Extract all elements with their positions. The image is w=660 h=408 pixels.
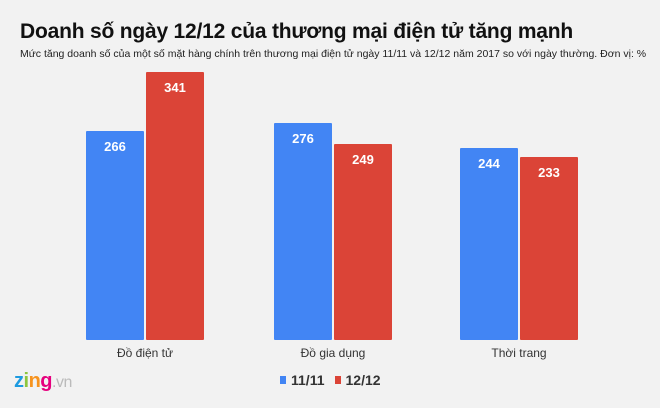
category-label: Đồ gia dụng — [300, 346, 366, 360]
bar-value-label: 244 — [478, 156, 500, 171]
bar-12-12-2: 233 — [520, 157, 578, 340]
legend-label: 11/11 — [291, 372, 325, 388]
bar-value-label: 266 — [104, 139, 126, 154]
bar-value-label: 341 — [164, 80, 186, 95]
bar-12-12-1: 249 — [334, 144, 392, 340]
legend-item-1111[interactable]: 11/11 — [280, 372, 325, 388]
bar-11-11-1: 276 — [274, 123, 332, 340]
zing-logo: zing.vn — [14, 370, 72, 392]
legend: 11/11 12/12 — [280, 372, 391, 388]
bar-11-11-0: 266 — [86, 131, 144, 340]
bar-value-label: 233 — [538, 165, 560, 180]
bar-value-label: 276 — [292, 131, 314, 146]
chart-title: Doanh số ngày 12/12 của thương mại điện … — [20, 20, 574, 43]
bar-value-label: 249 — [352, 152, 374, 167]
legend-swatch-red — [334, 376, 341, 384]
category-label: Thời trang — [491, 346, 547, 360]
category-label: Đồ điện tử — [116, 346, 174, 360]
legend-item-1212[interactable]: 12/12 — [334, 372, 381, 388]
bar-12-12-0: 341 — [146, 72, 204, 340]
bar-11-11-2: 244 — [460, 148, 518, 340]
legend-swatch-blue — [280, 376, 286, 384]
chart-subtitle: Mức tăng doanh số của một số mặt hàng ch… — [20, 48, 647, 60]
legend-label: 12/12 — [345, 372, 381, 388]
